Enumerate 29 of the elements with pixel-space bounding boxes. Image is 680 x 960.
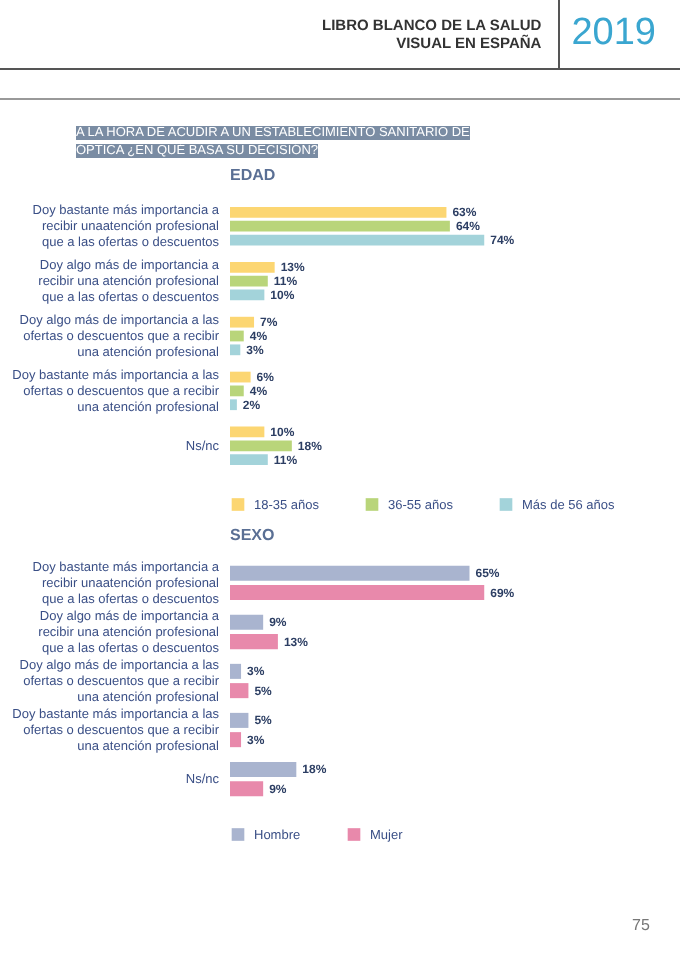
bar — [230, 289, 265, 301]
bar — [230, 454, 268, 466]
bar — [230, 634, 278, 650]
bar — [230, 440, 292, 452]
chart-title: SEXO — [230, 526, 275, 544]
bar — [230, 614, 264, 630]
bar — [230, 663, 242, 679]
bar — [230, 220, 450, 232]
bar — [230, 261, 275, 273]
bar — [230, 371, 251, 383]
chart-title: EDAD — [230, 166, 276, 184]
bar — [230, 385, 244, 397]
bar — [230, 585, 485, 601]
bar — [230, 234, 485, 246]
bar — [230, 275, 268, 287]
bar — [230, 565, 470, 581]
text: 75 — [632, 916, 650, 934]
bar — [230, 732, 242, 748]
text: 2019 — [569, 12, 658, 56]
bar — [230, 399, 237, 411]
bar — [230, 426, 265, 438]
bar — [230, 683, 249, 699]
bar — [230, 316, 255, 328]
bar — [230, 712, 249, 728]
bar — [230, 781, 264, 797]
bar — [230, 330, 244, 342]
bar — [230, 344, 241, 356]
bar — [230, 206, 447, 218]
bar — [230, 761, 297, 777]
